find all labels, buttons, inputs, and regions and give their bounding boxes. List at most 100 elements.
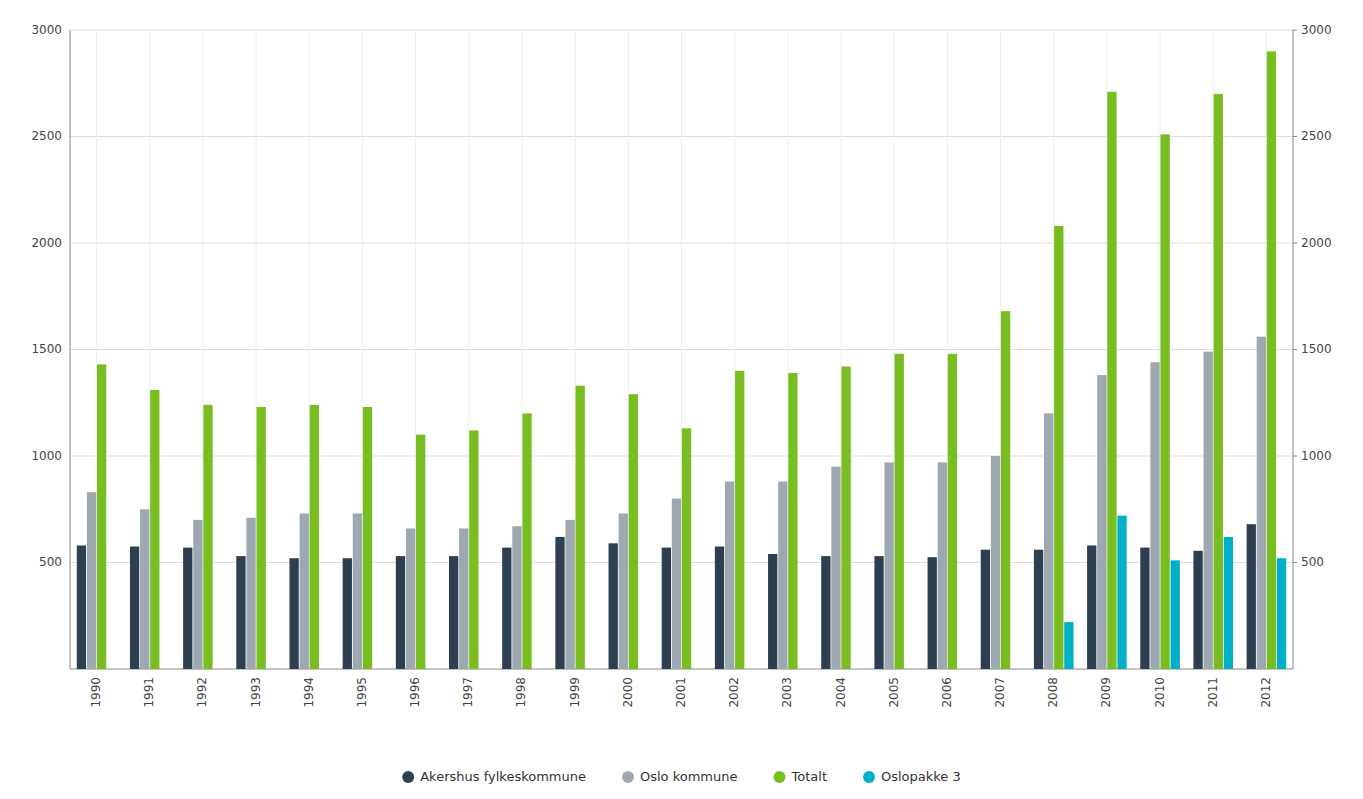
legend-marker [402,771,414,783]
x-grid-line [894,30,895,669]
bar [905,669,914,670]
bar [193,520,202,669]
bar [895,354,904,669]
bar [289,558,298,669]
x-grid-line [575,30,576,669]
bar [1171,560,1180,669]
x-grid-line [96,30,97,669]
x-tick-label: 1997 [461,677,475,708]
bar [1150,362,1159,669]
chart: 5001000150020002500300050010001500200025… [0,0,1363,799]
bar [958,669,967,670]
y2-tick-label: 2500 [1301,129,1332,143]
y-tick-label: 1500 [31,342,62,356]
bar [343,558,352,669]
bar [1160,134,1169,669]
bar [1214,94,1223,669]
x-tick-label: 1994 [302,677,316,708]
bar [1204,352,1213,669]
bar [715,547,724,669]
bar [1277,558,1286,669]
bar [629,394,638,669]
legend-marker [622,771,634,783]
bars [77,51,1286,669]
bar [1011,669,1020,670]
x-tick-label: 1995 [355,677,369,708]
bar [576,386,585,669]
bar [788,373,797,669]
axes: 5001000150020002500300050010001500200025… [31,23,1331,708]
x-tick-label: 2008 [1046,677,1060,708]
x-grid-line [681,30,682,669]
x-tick-label: 1990 [89,677,103,708]
y2-tick-mark [1293,456,1297,457]
bar [586,669,595,670]
bar [841,367,850,669]
bar [236,556,245,669]
bar [619,514,628,669]
x-tick-label: 2006 [940,677,954,708]
y2-tick-label: 3000 [1301,23,1332,37]
legend-label: Totalt [791,769,827,784]
bar [532,669,541,670]
x-tick-label: 2012 [1259,677,1273,708]
x-tick-label: 2003 [780,677,794,708]
bar [1001,311,1010,669]
bar [609,543,618,669]
x-grid-line [1106,30,1107,669]
bar [373,669,382,670]
y2-tick-label: 1000 [1301,449,1332,463]
x-tick-label: 2000 [621,677,635,708]
y2-tick-mark [1293,243,1297,244]
bar [130,547,139,669]
x-tick-label: 1992 [195,677,209,708]
bar [1054,226,1063,669]
legend-label: Oslo kommune [640,769,738,784]
bar [1064,622,1073,669]
y2-axis-line [1293,30,1294,669]
bar [140,509,149,669]
bar [1097,375,1106,669]
legend-marker [863,771,875,783]
bar [150,390,159,669]
x-grid-line [256,30,257,669]
x-grid-line [202,30,203,669]
bar [1034,550,1043,669]
x-grid-line [309,30,310,669]
bar [1140,548,1149,669]
x-grid-line [734,30,735,669]
bar [522,413,531,669]
bar [363,407,372,669]
bar [692,669,701,670]
bar [768,554,777,669]
x-tick-label: 2001 [674,677,688,708]
x-grid-line [149,30,150,669]
legend-label: Akershus fylkeskommune [420,769,586,784]
bar [735,371,744,669]
y2-tick-label: 1500 [1301,342,1332,356]
bar [87,492,96,669]
x-grid-line [362,30,363,669]
x-tick-label: 1991 [142,677,156,708]
bar [884,462,893,669]
bar [449,556,458,669]
x-tick-label: 2004 [834,677,848,708]
bar [565,520,574,669]
bar [938,462,947,669]
x-tick-label: 2010 [1153,677,1167,708]
x-grid-line [1213,30,1214,669]
y2-tick-mark [1293,349,1297,350]
x-grid-line [1160,30,1161,669]
bar [1087,545,1096,669]
bar [981,550,990,669]
y2-tick-mark [1293,136,1297,137]
bar [257,407,266,669]
bar [459,528,468,669]
x-tick-label: 2009 [1099,677,1113,708]
bar [183,548,192,669]
bar [1224,537,1233,669]
bar [991,456,1000,669]
bar [831,467,840,669]
bar [502,548,511,669]
y-tick-label: 1000 [31,449,62,463]
